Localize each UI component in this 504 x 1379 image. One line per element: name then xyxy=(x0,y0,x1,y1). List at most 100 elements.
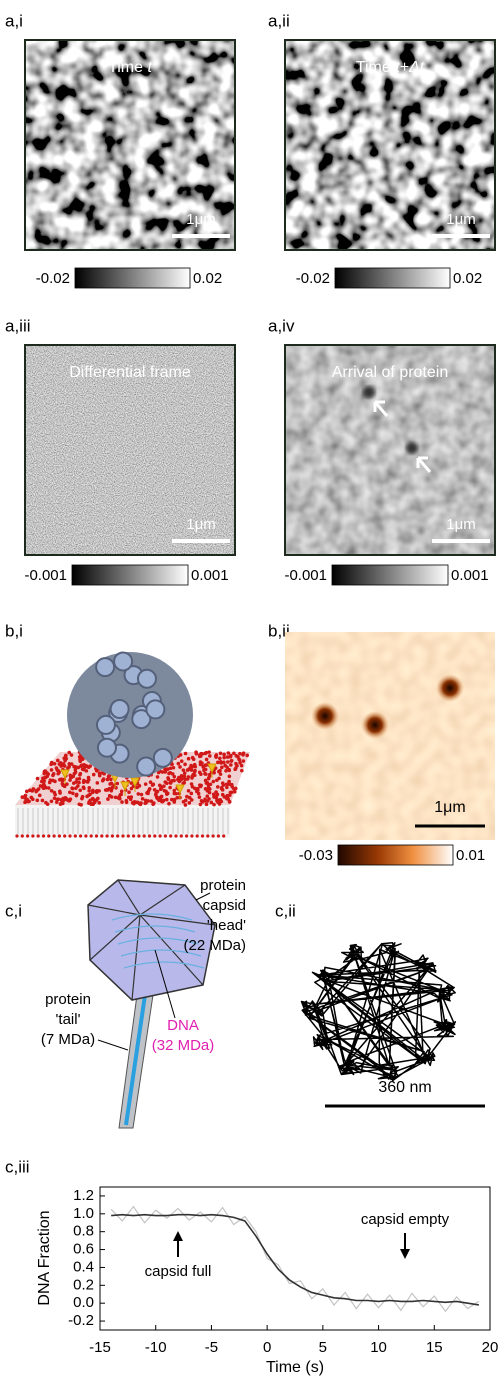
lipid-head xyxy=(67,762,71,766)
diagram-label: protein xyxy=(200,877,246,894)
lipid-head xyxy=(203,797,207,801)
lipid-head xyxy=(193,769,197,773)
lipid-head xyxy=(135,785,139,789)
lipid-head xyxy=(26,834,29,837)
lipid-head xyxy=(172,766,176,770)
lipid-head xyxy=(77,802,81,806)
lipid-head xyxy=(165,781,169,785)
lipid-head xyxy=(21,834,24,837)
lipid-head xyxy=(205,803,209,807)
lipid-head xyxy=(219,772,223,776)
lipid-head xyxy=(63,834,66,837)
lipid-head xyxy=(230,783,234,787)
lipid-head xyxy=(68,834,71,837)
lipid-head xyxy=(55,800,59,804)
caption-part: Time xyxy=(108,59,147,76)
lipid-head xyxy=(164,834,167,837)
lipid-head xyxy=(206,781,210,785)
lipid-head xyxy=(227,780,231,784)
lipid-head xyxy=(50,789,54,793)
lipid-head xyxy=(68,791,72,795)
lipid-head xyxy=(42,834,45,837)
lipid-head xyxy=(187,757,191,761)
lipid-head xyxy=(119,793,123,797)
lipid-head xyxy=(157,798,161,802)
capsomer xyxy=(137,758,155,776)
lipid-head xyxy=(140,793,144,797)
lipid-head xyxy=(95,798,99,802)
caption-part: Time xyxy=(356,59,395,76)
lipid-head xyxy=(26,800,30,804)
lipid-head xyxy=(15,834,18,837)
lipid-head xyxy=(172,789,176,793)
lipid-head xyxy=(171,772,175,776)
lipid-head xyxy=(193,763,197,767)
lipid-head xyxy=(226,760,230,764)
lipid-head xyxy=(87,789,91,793)
lipid-head xyxy=(132,834,135,837)
lipid-head xyxy=(189,764,193,768)
x-tick-label: 5 xyxy=(319,1339,327,1356)
lipid-head xyxy=(169,781,173,785)
lipid-head xyxy=(174,834,177,837)
colorbar-min: -0.001 xyxy=(24,567,67,584)
lipid-head xyxy=(242,751,246,755)
lipid-head xyxy=(204,772,208,776)
colorbar-min: -0.03 xyxy=(299,847,333,864)
lipid-head xyxy=(194,750,198,754)
lipid-head xyxy=(125,799,129,803)
lipid-head xyxy=(201,765,205,769)
lipid-head xyxy=(80,797,84,801)
panel-label: c,ii xyxy=(275,901,296,920)
lipid-head xyxy=(160,786,164,790)
lipid-head xyxy=(225,786,229,790)
y-tick-label: 0.8 xyxy=(73,1223,94,1240)
image-caption: Differential frame xyxy=(69,364,191,381)
lipid-head xyxy=(66,766,70,770)
lipid-head xyxy=(78,758,82,762)
scale-bar-label: 1μm xyxy=(186,516,215,533)
capsomer xyxy=(97,716,115,734)
lipid-head xyxy=(80,763,84,767)
plot-frame xyxy=(100,1187,490,1330)
lipid-head xyxy=(111,785,115,789)
lipid-head xyxy=(98,774,102,778)
lipid-head xyxy=(212,795,216,799)
lipid-head xyxy=(204,787,208,791)
y-tick-label: -0.2 xyxy=(68,1312,94,1329)
caption-part: Differential frame xyxy=(69,364,191,381)
colorbar-max: 0.01 xyxy=(456,847,485,864)
x-tick-label: 15 xyxy=(426,1339,443,1356)
colorbar-max: 0.001 xyxy=(451,567,489,584)
scale-bar-label: 1μm xyxy=(446,516,475,533)
protein-spot xyxy=(406,442,418,454)
lipid-head xyxy=(116,834,119,837)
lipid-head xyxy=(58,834,61,837)
lipid-head xyxy=(164,789,168,793)
lipid-head xyxy=(96,781,100,785)
lipid-head xyxy=(229,763,233,767)
lipid-head xyxy=(141,797,145,801)
lipid-head xyxy=(41,799,45,803)
lipid-head xyxy=(227,768,231,772)
lipid-head xyxy=(82,787,86,791)
lipid-head xyxy=(60,764,64,768)
lipid-head xyxy=(78,788,82,792)
figure: a,ia,iia,iiia,ivb,ib,iic,ic,iic,iiiTime … xyxy=(0,0,504,1379)
lipid-head xyxy=(170,798,174,802)
diagram-label: protein xyxy=(45,991,91,1008)
y-tick-label: 0.6 xyxy=(73,1241,94,1258)
lipid-head xyxy=(226,794,230,798)
colorbar-max: 0.02 xyxy=(193,270,222,287)
lipid-head xyxy=(82,779,86,783)
particle-spot xyxy=(311,702,339,730)
lipid-head xyxy=(50,800,54,804)
lipid-head xyxy=(165,768,169,772)
lipid-head xyxy=(104,788,108,792)
x-tick-label: 10 xyxy=(370,1339,387,1356)
y-tick-label: 0.4 xyxy=(73,1258,94,1275)
lipid-head xyxy=(222,834,225,837)
lipid-head xyxy=(162,799,166,803)
lipid-head xyxy=(183,763,187,767)
membrane-illustration xyxy=(15,652,250,838)
